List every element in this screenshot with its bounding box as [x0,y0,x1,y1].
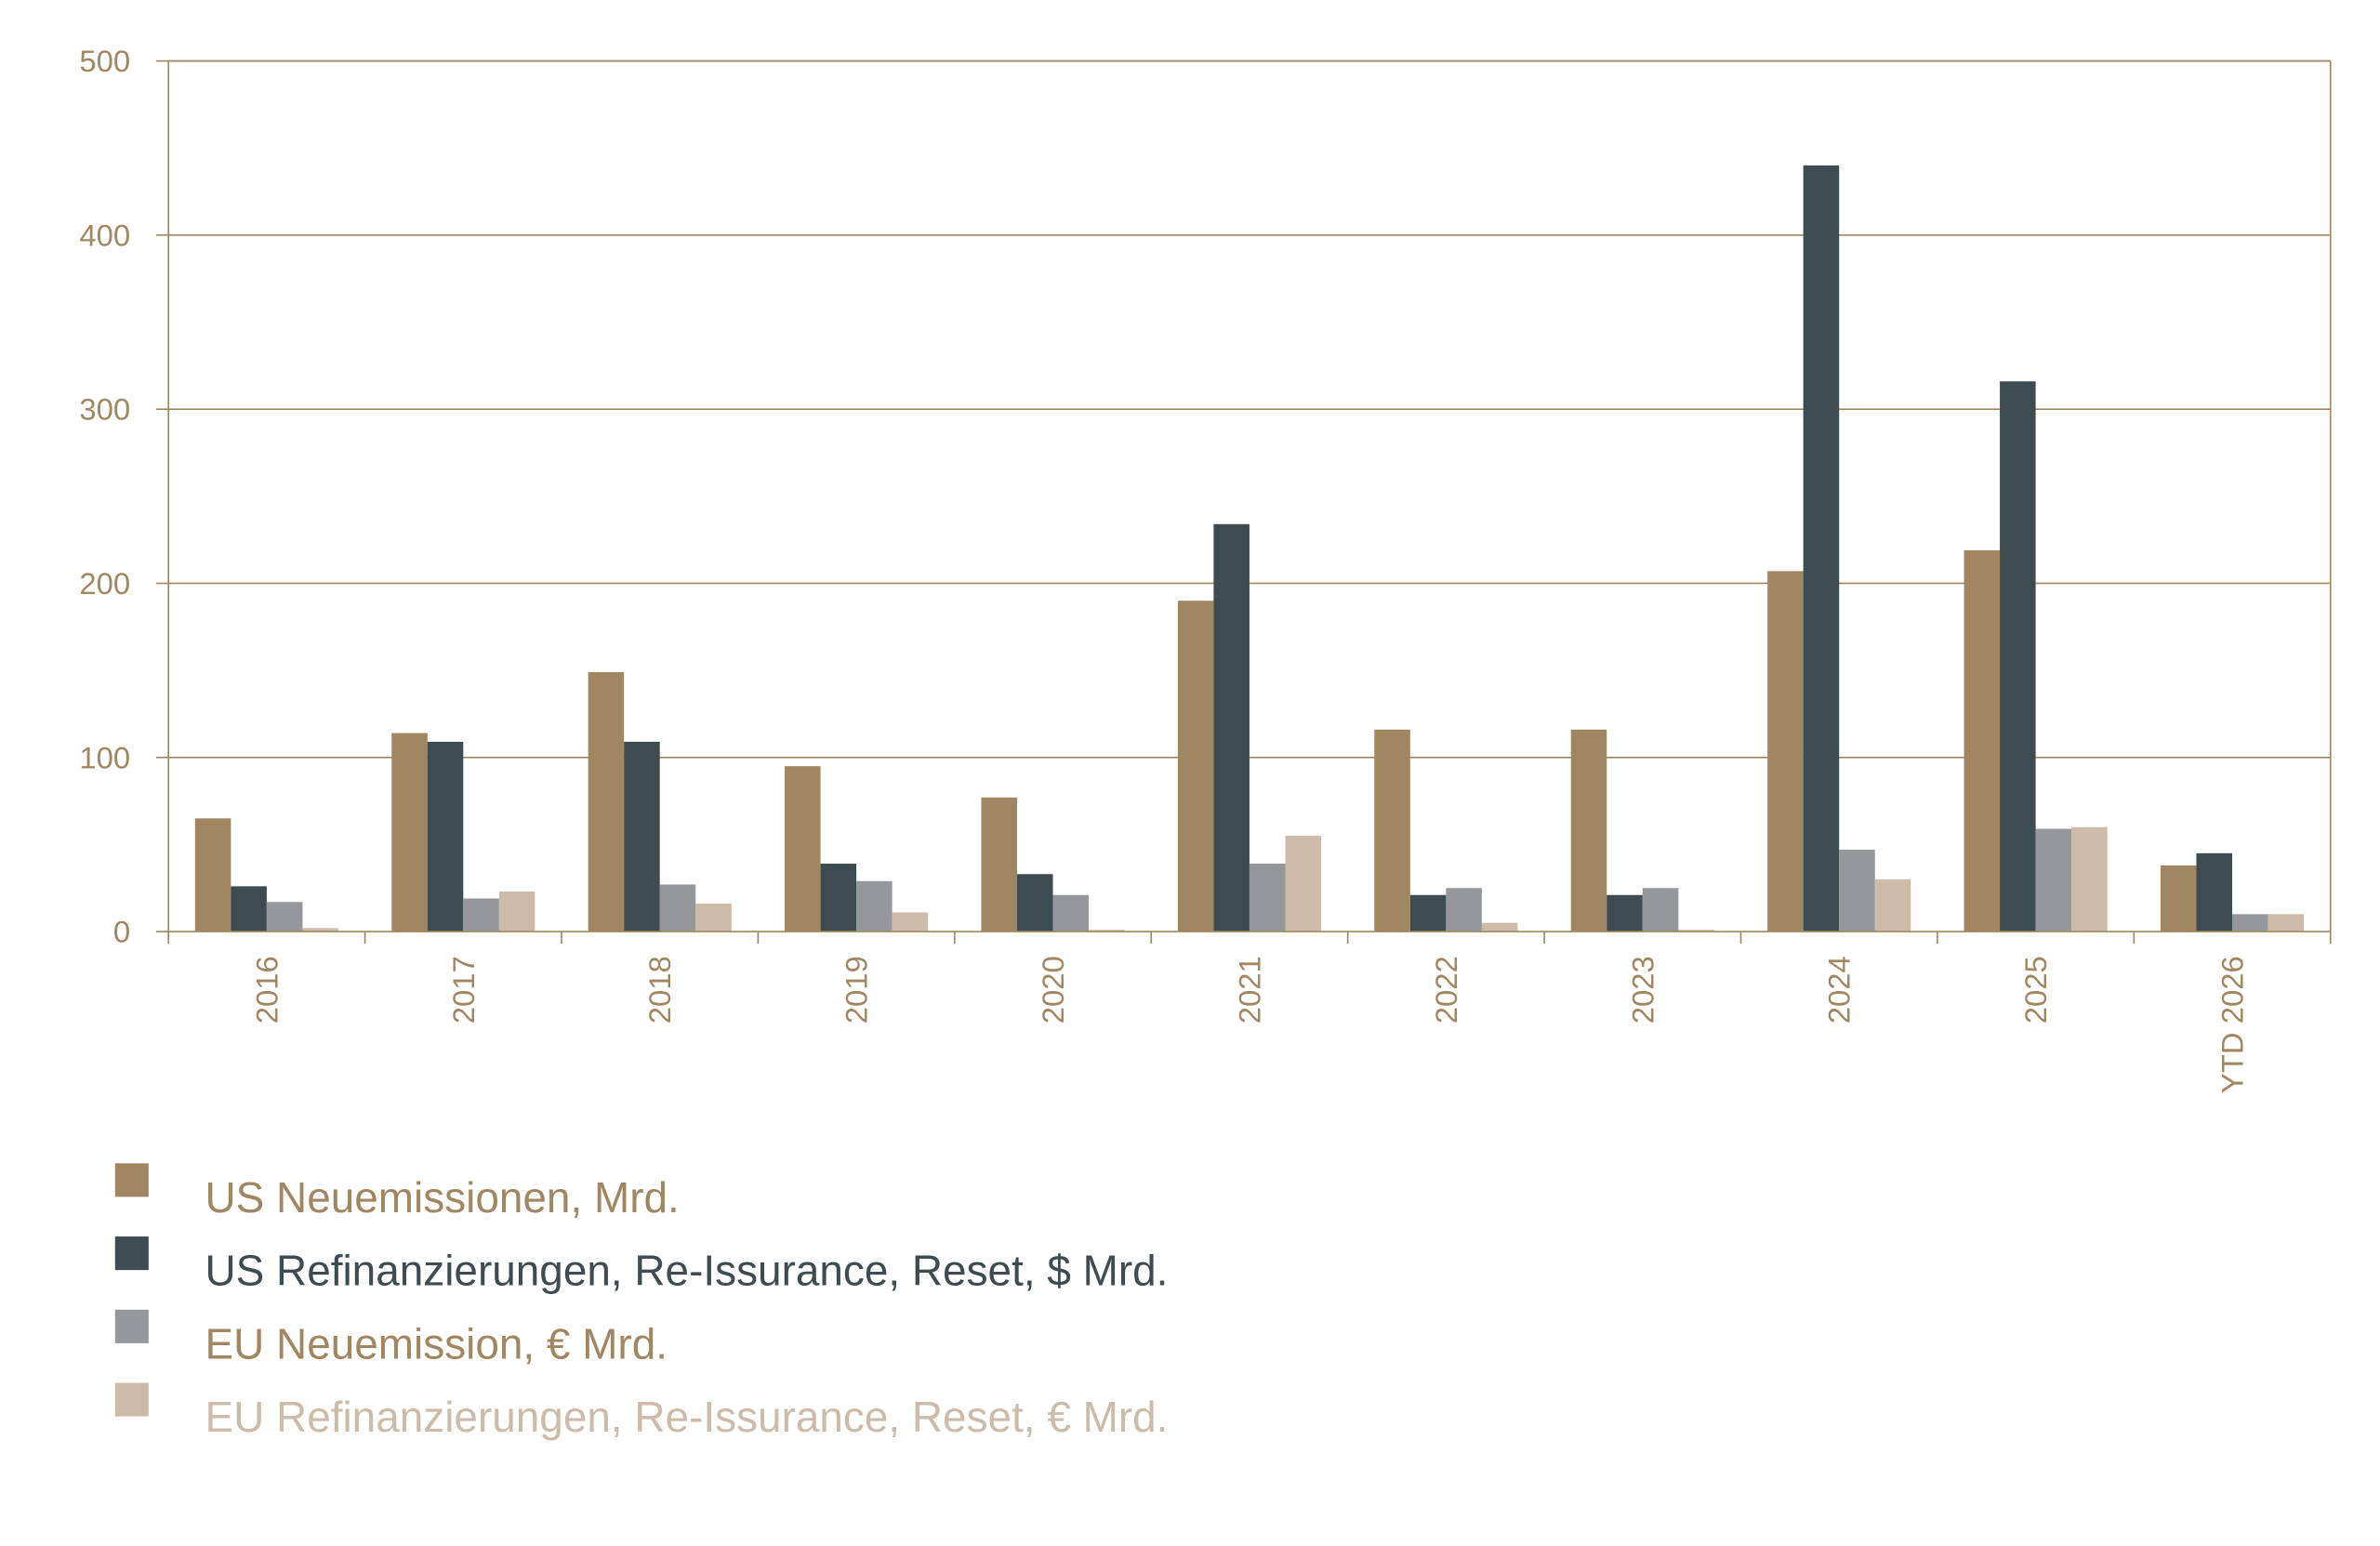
bar-2018-series-4 [695,904,732,932]
x-tick-label: 2025 [2018,956,2053,1024]
bar-2018-series-1 [588,671,625,932]
bar-2024-series-1 [1767,571,1804,932]
legend-label: US Neuemissionen, Mrd. [205,1173,680,1222]
y-tick-label: 300 [79,392,130,427]
bar-2019-series-1 [785,766,821,932]
bar-ytd-2026-series-3 [2232,914,2268,932]
y-tick-label: 200 [79,566,130,601]
bar-2017-series-4 [498,891,536,932]
x-tick-label: 2020 [1036,956,1070,1024]
bar-2022-series-3 [1446,888,1482,932]
x-tick-label: 2022 [1429,956,1463,1024]
bar-2020-series-3 [1052,894,1090,932]
bar-ytd-2026-series-1 [2160,865,2197,932]
bar-2016-series-1 [194,818,231,932]
x-tick-label: 2024 [1822,956,1857,1024]
y-tick-label: 0 [113,915,130,949]
x-tick-label: 2023 [1625,956,1659,1024]
bar-ytd-2026-series-4 [2268,914,2305,932]
bar-2019-series-2 [820,864,857,932]
bar-2018-series-2 [624,741,660,932]
y-tick-label: 400 [79,218,130,252]
bar-2022-series-4 [1481,922,1518,932]
bar-2021-series-3 [1249,864,1286,932]
legend-swatch [114,1236,149,1271]
x-tick-label: YTD 2026 [2215,956,2250,1093]
bar-2021-series-1 [1177,601,1214,932]
bar-2024-series-2 [1803,165,1840,932]
bar-2025-series-3 [2035,828,2072,932]
legend-swatch [114,1163,149,1197]
bar-2020-series-2 [1017,874,1053,932]
bar-2018-series-3 [659,884,696,932]
bar-2021-series-4 [1285,836,1322,932]
bar-2021-series-2 [1213,523,1250,932]
bar-2023-series-1 [1570,729,1607,932]
y-tick-label: 500 [79,44,130,78]
bar-2025-series-2 [2000,381,2036,932]
legend-label: EU Neuemission, € Mrd. [205,1319,668,1368]
y-tick-label: 100 [79,740,130,774]
bar-2024-series-3 [1839,850,1875,932]
bar-2024-series-4 [1874,879,1911,932]
bar-2020-series-4 [1089,930,1125,932]
axes [167,59,2332,945]
bar-2017-series-1 [391,733,428,932]
x-tick-label: 2017 [446,956,481,1024]
bar-2025-series-4 [2071,826,2108,932]
bar-2020-series-1 [981,797,1018,932]
legend: US Neuemissionen, Mrd. US Refinanzierunge… [114,1163,1169,1441]
bar-2025-series-1 [1964,549,2001,932]
legend-label: US Refinanzierungen, Re-Issurance, Reset… [205,1247,1169,1295]
bar-2023-series-2 [1606,894,1643,932]
bar-2016-series-3 [266,902,303,932]
bar-2017-series-3 [463,898,499,932]
bar-2022-series-2 [1409,894,1447,932]
bar-2019-series-3 [856,880,892,932]
x-axis-ticks: 2016 2017 2018 2019 2020 2021 2022 2023 2024 2025… [249,956,2249,1093]
y-axis-ticks: 0 100 200 300 400 500 [79,44,130,948]
legend-label: EU Refinanzierungen, Re-Issurance, Reset… [205,1393,1169,1441]
bars [194,165,2305,932]
bar-2016-series-4 [302,928,338,932]
bar-2016-series-2 [231,886,267,932]
bar-2023-series-4 [1678,930,1714,932]
x-tick-label: 2019 [840,956,874,1024]
bar-2019-series-4 [892,912,929,932]
x-tick-label: 2016 [249,956,284,1024]
bar-2023-series-3 [1642,888,1679,932]
bar-2017-series-2 [427,741,464,932]
x-tick-label: 2018 [642,956,677,1024]
bar-ytd-2026-series-2 [2196,852,2233,932]
bar-2022-series-1 [1374,729,1410,932]
x-tick-label: 2021 [1232,956,1266,1024]
legend-swatch [114,1309,149,1343]
legend-swatch [114,1382,149,1417]
